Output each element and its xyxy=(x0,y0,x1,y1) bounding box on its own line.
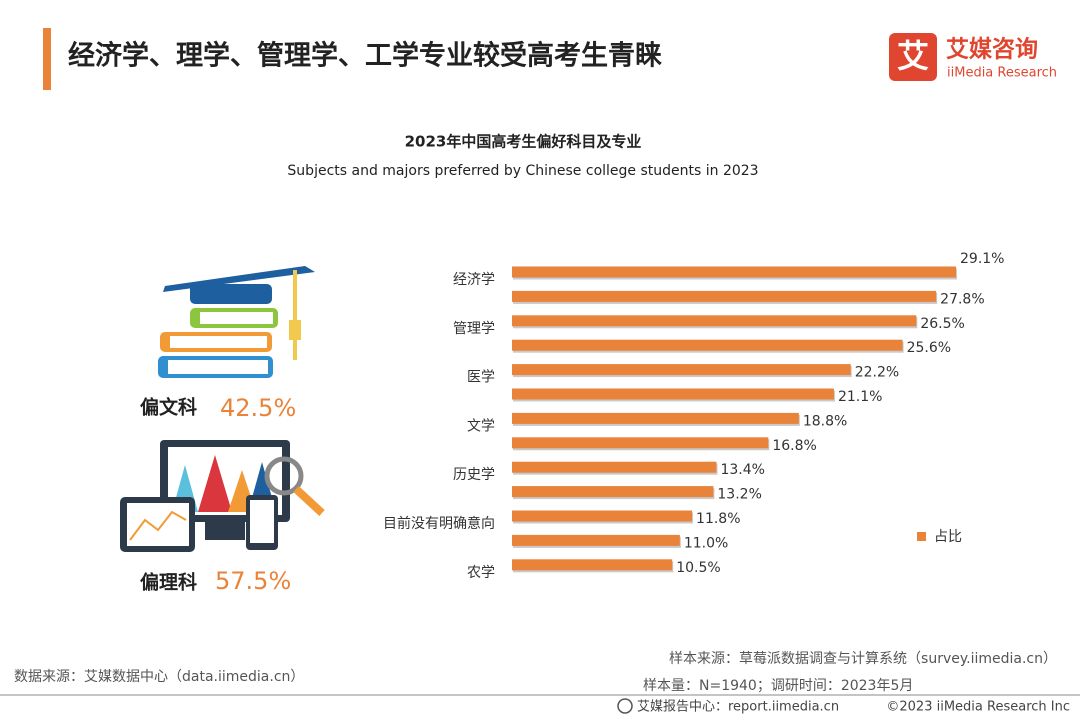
category-label: 医学 xyxy=(467,370,495,386)
logo-mark-bg xyxy=(889,33,937,81)
bar xyxy=(512,266,956,278)
category-label: 农学 xyxy=(467,565,495,581)
logo-name: 艾媒咨询 xyxy=(946,36,1038,63)
logo-mark: 艾 xyxy=(897,37,929,75)
footer-source: 数据来源：艾媒数据中心（data.iimedia.cn） xyxy=(14,669,304,685)
summary-label: 偏文科 xyxy=(140,396,197,419)
value-label: 21.1% xyxy=(838,389,882,405)
value-label: 13.2% xyxy=(717,487,761,503)
footer-sample-source: 样本来源：草莓派数据调查与计算系统（survey.iimedia.cn） xyxy=(669,651,1057,667)
bar xyxy=(512,486,714,498)
value-label: 18.8% xyxy=(803,413,847,429)
summary-value: 57.5% xyxy=(215,567,291,595)
legend-swatch xyxy=(917,532,926,541)
footer-sample-size: 样本量：N=1940；调研时间：2023年5月 xyxy=(643,678,913,694)
summary-value: 42.5% xyxy=(220,394,296,422)
value-label: 13.4% xyxy=(720,462,764,478)
value-label: 22.2% xyxy=(855,365,899,381)
summary-label: 偏理科 xyxy=(140,571,197,594)
category-label: 历史学 xyxy=(453,467,495,483)
value-label: 29.1% xyxy=(960,251,1004,267)
books-illustration: 偏文科 42.5% xyxy=(140,266,315,422)
value-label: 11.0% xyxy=(684,535,728,551)
value-label: 16.8% xyxy=(772,438,816,454)
bar xyxy=(512,559,673,571)
title-accent xyxy=(43,28,51,90)
bar xyxy=(512,510,693,522)
legend-label: 占比 xyxy=(934,529,962,545)
bar xyxy=(512,339,903,351)
value-label: 27.8% xyxy=(940,291,984,307)
footer-copyright: ©2023 iiMedia Research Inc xyxy=(886,700,1070,715)
category-label: 管理学 xyxy=(453,321,495,337)
bar xyxy=(512,364,851,376)
bar xyxy=(512,412,799,424)
category-label: 经济学 xyxy=(453,272,495,288)
bar xyxy=(512,388,834,400)
footer-icon xyxy=(617,698,633,714)
bar xyxy=(512,437,769,449)
bar xyxy=(512,290,937,302)
value-label: 11.8% xyxy=(696,511,740,527)
footer-report: 艾媒报告中心：report.iimedia.cn xyxy=(637,700,839,715)
logo-en: iiMedia Research xyxy=(947,66,1057,81)
monitor-illustration: 偏理科 57.5% xyxy=(120,440,325,595)
category-label: 目前没有明确意向 xyxy=(383,515,495,532)
page-title: 经济学、理学、管理学、工学专业较受高考生青睐 xyxy=(68,40,662,72)
bar xyxy=(512,461,717,473)
bar xyxy=(512,534,680,546)
value-label: 25.6% xyxy=(907,340,951,356)
bar xyxy=(512,315,917,327)
value-label: 26.5% xyxy=(920,316,964,332)
chart-subtitle: Subjects and majors preferred by Chinese… xyxy=(287,163,758,179)
value-label: 10.5% xyxy=(676,560,720,576)
chart-title: 2023年中国高考生偏好科目及专业 xyxy=(405,133,642,151)
category-label: 文学 xyxy=(467,418,495,434)
